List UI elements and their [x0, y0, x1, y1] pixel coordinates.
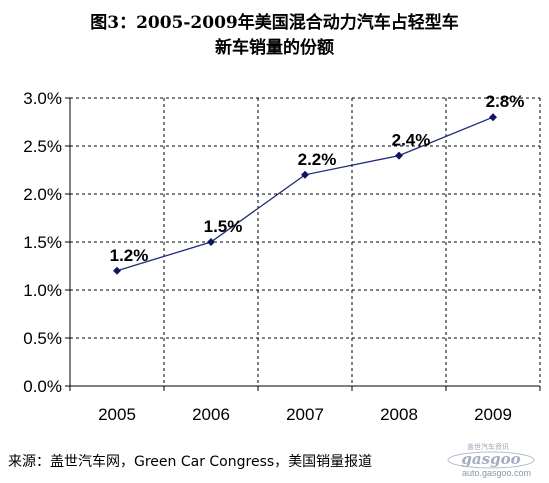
x-tick-label: 2008: [380, 405, 418, 424]
data-label: 1.2%: [110, 246, 149, 265]
x-tick-label: 2005: [98, 405, 136, 424]
chart-title-line-1: 图3：2005-2009年美国混合动力汽车占轻型车: [90, 13, 459, 33]
y-tick-label: 2.5%: [23, 137, 62, 156]
y-tick-label: 0.5%: [23, 329, 62, 348]
chart-title-line-2: 新车销量的份额: [215, 38, 334, 58]
x-tick-label: 2009: [474, 405, 512, 424]
y-axis-tick-labels: 0.0% 0.5% 1.0% 1.5% 2.0% 2.5% 3.0%: [23, 89, 62, 396]
data-label: 2.4%: [392, 131, 431, 150]
data-point-marker: [207, 238, 215, 246]
data-point-marker: [395, 151, 403, 160]
series-hybrid-share: [113, 113, 497, 275]
watermark-top-text: 盖世汽车资讯: [467, 443, 509, 451]
gridlines: [70, 97, 541, 386]
svg-text:gasgoo: gasgoo: [461, 450, 520, 468]
data-point-marker: [489, 113, 497, 122]
data-label: 2.2%: [298, 150, 337, 169]
watermark-url: auto.gasgoo.com: [462, 468, 532, 478]
y-tick-label: 1.0%: [23, 281, 62, 300]
y-tick-label: 3.0%: [23, 89, 62, 108]
y-tick-label: 0.0%: [23, 377, 62, 396]
y-tick-label: 1.5%: [23, 233, 62, 252]
data-point-marker: [301, 170, 309, 179]
data-label: 2.8%: [486, 92, 525, 111]
gasgoo-watermark: 盖世汽车资讯 gasgoo auto.gasgoo.com: [440, 440, 545, 480]
x-axis-tick-labels: 2005 2006 2007 2008 2009: [98, 405, 512, 424]
data-label: 1.5%: [204, 217, 243, 236]
data-labels: 1.2% 1.5% 2.2% 2.4% 2.8%: [110, 92, 525, 265]
data-point-marker: [113, 266, 121, 275]
source-note: 来源：盖世汽车网，Green Car Congress，美国销量报道: [8, 454, 373, 470]
x-tick-label: 2006: [192, 405, 230, 424]
axes: [65, 97, 541, 391]
y-tick-label: 2.0%: [23, 185, 62, 204]
gasgoo-logo-icon: gasgoo: [447, 450, 535, 469]
x-tick-label: 2007: [286, 405, 324, 424]
